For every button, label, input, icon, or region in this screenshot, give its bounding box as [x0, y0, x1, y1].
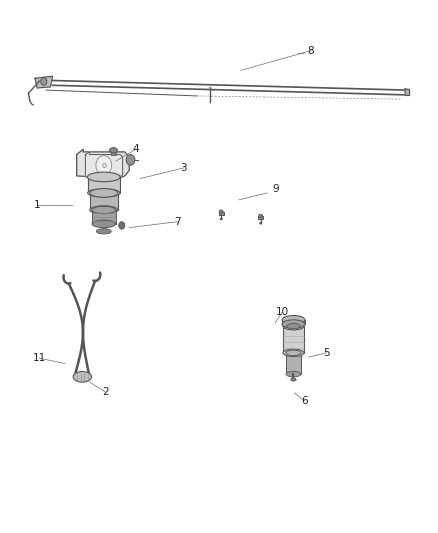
Circle shape [119, 222, 125, 229]
Ellipse shape [92, 206, 116, 214]
Ellipse shape [92, 220, 116, 228]
Ellipse shape [291, 378, 296, 381]
Text: 1: 1 [34, 200, 41, 210]
Ellipse shape [88, 189, 120, 197]
Polygon shape [405, 89, 410, 95]
Bar [286, 353, 301, 374]
Bar [282, 320, 305, 324]
Ellipse shape [73, 372, 92, 382]
Ellipse shape [219, 210, 223, 213]
Polygon shape [77, 149, 129, 179]
Bar [258, 216, 263, 219]
Text: 8: 8 [307, 46, 314, 55]
Ellipse shape [282, 320, 305, 328]
Bar [111, 150, 116, 155]
Text: 6: 6 [301, 396, 308, 406]
Ellipse shape [283, 322, 304, 330]
Text: 11: 11 [33, 353, 46, 363]
Text: 10: 10 [276, 307, 289, 317]
Ellipse shape [283, 349, 304, 357]
Ellipse shape [110, 148, 117, 153]
Polygon shape [35, 76, 53, 88]
Text: o: o [101, 161, 106, 169]
Ellipse shape [90, 189, 118, 197]
Bar [88, 177, 120, 193]
Bar [219, 212, 224, 215]
Polygon shape [85, 152, 123, 177]
Ellipse shape [87, 172, 120, 182]
Text: 5: 5 [323, 348, 330, 358]
Ellipse shape [286, 372, 301, 377]
Text: 3: 3 [180, 163, 187, 173]
Ellipse shape [96, 229, 111, 234]
Text: 4: 4 [132, 144, 139, 154]
Bar [92, 210, 116, 224]
Circle shape [126, 155, 135, 165]
Text: 7: 7 [174, 217, 181, 227]
Circle shape [96, 156, 112, 175]
Ellipse shape [286, 350, 301, 356]
Ellipse shape [259, 223, 262, 224]
Bar [90, 193, 118, 210]
Circle shape [41, 78, 47, 85]
Ellipse shape [220, 219, 222, 220]
Ellipse shape [90, 206, 118, 214]
Ellipse shape [282, 316, 305, 324]
Ellipse shape [258, 214, 263, 217]
Bar [283, 326, 304, 353]
Text: 9: 9 [272, 184, 279, 194]
Text: 2: 2 [102, 387, 109, 397]
Ellipse shape [287, 324, 300, 329]
